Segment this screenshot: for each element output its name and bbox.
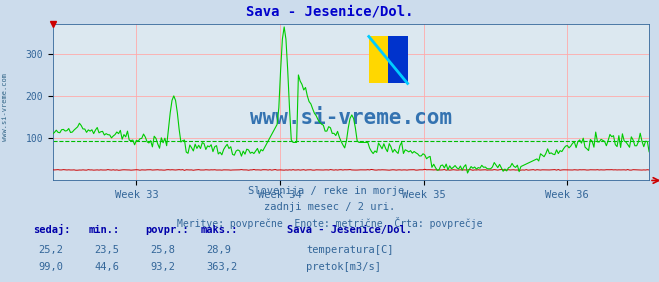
Text: 44,6: 44,6 bbox=[94, 262, 119, 272]
Text: www.si-vreme.com: www.si-vreme.com bbox=[250, 108, 452, 128]
Text: temperatura[C]: temperatura[C] bbox=[306, 245, 394, 255]
Text: 25,8: 25,8 bbox=[150, 245, 175, 255]
Bar bbox=[388, 36, 407, 83]
Text: min.:: min.: bbox=[89, 226, 120, 235]
Text: 363,2: 363,2 bbox=[206, 262, 237, 272]
Bar bbox=[369, 36, 388, 83]
Text: maks.:: maks.: bbox=[201, 226, 239, 235]
Text: Sava - Jesenice/Dol.: Sava - Jesenice/Dol. bbox=[246, 4, 413, 18]
Text: 23,5: 23,5 bbox=[94, 245, 119, 255]
Text: 93,2: 93,2 bbox=[150, 262, 175, 272]
Text: www.si-vreme.com: www.si-vreme.com bbox=[2, 73, 9, 141]
Text: sedaj:: sedaj: bbox=[33, 224, 71, 235]
Text: 25,2: 25,2 bbox=[38, 245, 63, 255]
Text: zadnji mesec / 2 uri.: zadnji mesec / 2 uri. bbox=[264, 202, 395, 212]
Text: Sava - Jesenice/Dol.: Sava - Jesenice/Dol. bbox=[287, 226, 412, 235]
Text: 28,9: 28,9 bbox=[206, 245, 231, 255]
Text: 99,0: 99,0 bbox=[38, 262, 63, 272]
Text: pretok[m3/s]: pretok[m3/s] bbox=[306, 262, 382, 272]
Text: Slovenija / reke in morje.: Slovenija / reke in morje. bbox=[248, 186, 411, 196]
Text: Meritve: povprečne  Enote: metrične  Črta: povprečje: Meritve: povprečne Enote: metrične Črta:… bbox=[177, 217, 482, 229]
Text: povpr.:: povpr.: bbox=[145, 226, 188, 235]
